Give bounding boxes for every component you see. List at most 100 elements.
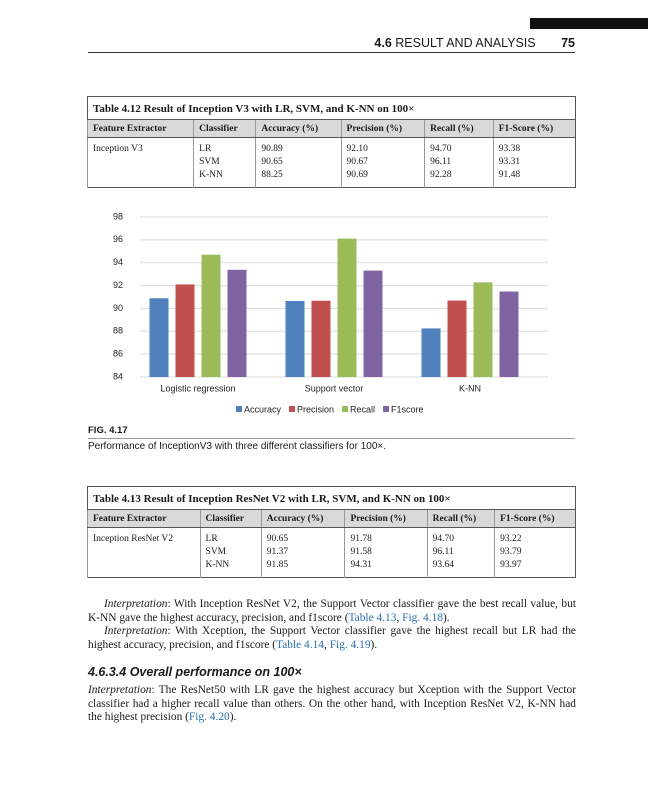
results-table: Table 4.13 Result of Inception ResNet V2… — [87, 486, 576, 578]
y-tick-label: 88 — [113, 326, 123, 336]
table-row: SVM 90.65 90.67 96.11 93.31 — [88, 156, 576, 169]
column-header: Classifier — [199, 509, 262, 528]
page-number: 75 — [561, 36, 575, 50]
table-cell: 88.25 — [255, 169, 342, 188]
legend-label: F1score — [391, 404, 424, 414]
x-tick-label: Support vector — [305, 383, 364, 393]
table-cell: 90.67 — [340, 156, 425, 169]
bar — [285, 301, 305, 377]
table-row: SVM 91.37 91.58 96.11 93.79 — [88, 546, 576, 559]
y-tick-label: 92 — [113, 280, 123, 290]
bar — [363, 270, 383, 377]
table-cell: SVM — [193, 156, 256, 169]
table-cell: 92.10 — [340, 137, 425, 156]
text: ). — [370, 638, 378, 651]
table-cell: 93.31 — [492, 156, 576, 169]
table-cell: 90.65 — [260, 527, 345, 546]
legend-swatch — [383, 406, 390, 412]
table-cell: 91.58 — [344, 546, 428, 559]
table-cell: 92.28 — [424, 169, 494, 188]
caption-row: Table 4.13 Result of Inception ResNet V2… — [87, 486, 576, 510]
header-row: Feature Extractor Classifier Accuracy (%) P… — [87, 509, 576, 528]
bar — [447, 300, 467, 377]
table-cell: 94.70 — [426, 527, 495, 546]
bar — [311, 300, 331, 377]
table-cell: 90.69 — [340, 169, 425, 188]
cross-reference[interactable]: Fig. 4.18 — [402, 611, 443, 624]
table-cell: LR — [199, 527, 262, 546]
figure-label: FIG. 4.17 — [88, 425, 575, 439]
legend-label: Accuracy — [244, 404, 282, 414]
cross-reference[interactable]: Table 4.13 — [348, 611, 397, 624]
table-cell: 91.78 — [344, 527, 428, 546]
column-header: Recall (%) — [426, 509, 495, 528]
y-tick-label: 90 — [113, 303, 123, 313]
bar — [421, 328, 441, 377]
table-cell: LR — [193, 137, 256, 156]
results-table: Table 4.12 Result of Inception V3 with L… — [86, 96, 576, 188]
section-title: RESULT AND ANALYSIS — [395, 36, 536, 50]
column-header: Accuracy (%) — [255, 119, 342, 138]
table-cell: 94.70 — [424, 137, 494, 156]
body-text: Interpretation: With Inception ResNet V2… — [88, 598, 576, 652]
paragraph: Interpretation: With Inception ResNet V2… — [88, 598, 576, 625]
table-cell: 96.11 — [424, 156, 494, 169]
column-header: F1-Score (%) — [492, 119, 576, 138]
table-row: Inception V3 LR 90.89 92.10 94.70 93.38 — [86, 137, 576, 188]
text: : With Inception ResNet V2, the Support … — [88, 598, 576, 624]
table-row: K-NN 88.25 90.69 92.28 91.48 — [88, 169, 576, 188]
legend-label: Recall — [350, 404, 375, 414]
table-cell: 94.31 — [344, 559, 428, 578]
bar — [473, 282, 493, 377]
table-caption: Table 4.13 Result of Inception ResNet V2… — [87, 486, 576, 510]
emphasis: Interpretation — [104, 625, 168, 638]
text: ). — [442, 611, 450, 624]
emphasis: Interpretation — [88, 684, 152, 696]
table-cell: 93.38 — [492, 137, 576, 156]
y-tick-label: 96 — [113, 234, 123, 244]
cross-reference[interactable]: Fig. 4.19 — [329, 638, 371, 651]
cross-reference[interactable]: Table 4.14 — [276, 638, 324, 651]
table-cell: 93.22 — [494, 527, 576, 546]
column-header: Feature Extractor — [86, 119, 194, 138]
table-cell: 93.97 — [494, 559, 576, 578]
table-cell: K-NN — [199, 559, 262, 578]
column-header: F1-Score (%) — [494, 509, 576, 528]
column-header: Feature Extractor — [87, 509, 201, 528]
cross-reference[interactable]: Fig. 4.20 — [188, 711, 230, 724]
table-cell: 93.64 — [426, 559, 495, 578]
column-header: Classifier — [193, 119, 256, 138]
legend-swatch — [289, 406, 296, 412]
x-tick-label: Logistic regression — [160, 383, 235, 393]
table-cell: 91.85 — [260, 559, 345, 578]
column-header: Precision (%) — [340, 119, 425, 138]
y-tick-label: 84 — [113, 371, 123, 381]
running-header: 4.6 RESULT AND ANALYSIS 75 — [88, 36, 575, 53]
legend-label: Precision — [297, 404, 334, 414]
bar — [499, 291, 519, 377]
caption-row: Table 4.12 Result of Inception V3 with L… — [87, 96, 576, 120]
table-cell: Inception V3 — [86, 137, 194, 188]
header-bar — [530, 18, 648, 29]
table-cell: SVM — [199, 546, 262, 559]
column-header: Precision (%) — [344, 509, 428, 528]
table-cell: 90.65 — [255, 156, 342, 169]
legend-swatch — [342, 406, 349, 412]
column-header: Recall (%) — [424, 119, 494, 138]
table-cell: 90.89 — [255, 137, 342, 156]
text: ). — [229, 711, 237, 724]
figure-caption: Performance of InceptionV3 with three di… — [88, 441, 387, 452]
text: , — [324, 638, 330, 651]
y-tick-label: 86 — [113, 349, 123, 359]
y-tick-label: 98 — [113, 211, 123, 221]
bar — [337, 238, 357, 377]
table-row: K-NN 91.85 94.31 93.64 93.97 — [88, 559, 576, 578]
table-cell: 91.48 — [492, 169, 576, 188]
section-number: 4.6 — [374, 36, 392, 50]
text: : The ResNet50 with LR gave the highest … — [88, 684, 576, 724]
table-cell: Inception ResNet V2 — [87, 527, 201, 578]
table-cell: 91.37 — [260, 546, 345, 559]
legend-swatch — [236, 406, 242, 412]
table-cell: 96.11 — [426, 546, 495, 559]
